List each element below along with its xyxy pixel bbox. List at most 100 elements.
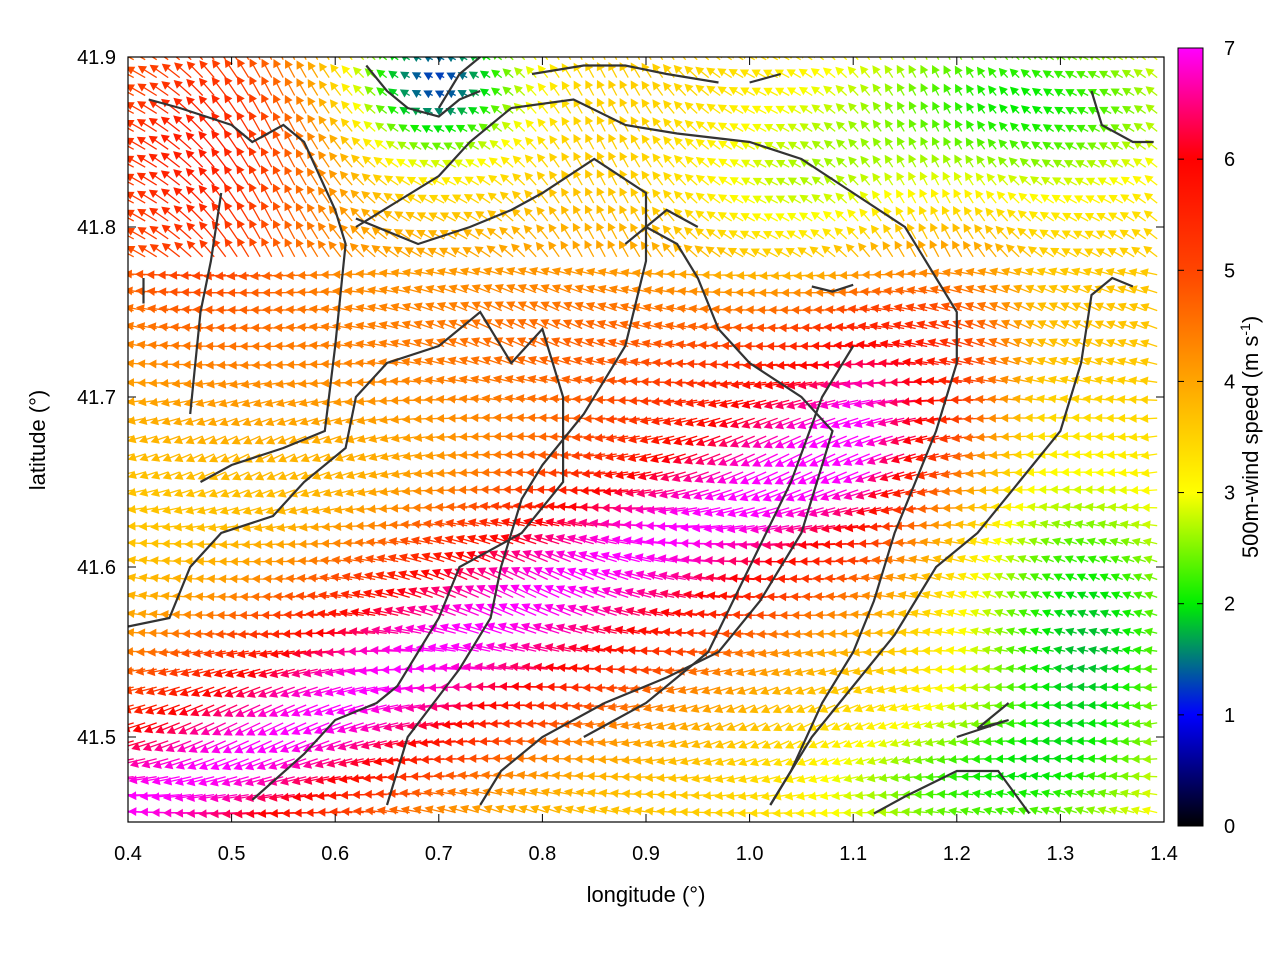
colorbar-label: 500m-wind speed (m s-1) <box>1237 316 1263 558</box>
wind-arrow <box>752 399 778 410</box>
wind-arrow <box>976 301 997 312</box>
wind-arrow <box>878 773 893 783</box>
wind-arrow <box>624 488 652 497</box>
wind-arrow <box>1052 718 1066 728</box>
wind-arrow <box>1084 230 1101 240</box>
wind-arrow <box>916 320 939 330</box>
wind-arrow <box>652 171 664 186</box>
wind-arrow <box>1139 376 1158 386</box>
wind-arrow <box>846 322 870 332</box>
wind-arrow <box>1000 57 1009 61</box>
wind-arrow <box>962 240 974 258</box>
wind-arrow <box>1024 267 1043 277</box>
wind-arrow <box>607 222 618 240</box>
wind-arrow <box>499 191 514 204</box>
wind-arrow <box>877 807 893 817</box>
wind-arrow <box>318 133 330 150</box>
wind-arrow <box>843 507 870 517</box>
wind-arrow <box>563 284 583 294</box>
wind-arrow <box>1013 319 1031 330</box>
wind-arrow <box>630 187 641 204</box>
wind-arrow <box>366 57 376 61</box>
wind-arrow <box>1052 664 1066 674</box>
wind-arrow <box>154 740 180 752</box>
wind-arrow <box>164 758 192 770</box>
wind-arrow <box>257 704 284 718</box>
wind-arrow <box>1063 789 1077 798</box>
wind-arrow <box>945 627 962 637</box>
wind-arrow <box>1012 375 1031 385</box>
wind-arrow <box>969 590 985 599</box>
wind-arrow <box>1097 520 1112 529</box>
wind-arrow <box>415 247 434 258</box>
wind-arrow <box>981 627 997 636</box>
wind-arrow <box>478 518 502 527</box>
wind-arrow <box>1082 375 1100 385</box>
wind-arrow <box>211 740 238 754</box>
wind-arrow <box>549 81 560 96</box>
wind-arrow <box>248 629 272 639</box>
wind-arrow <box>877 721 893 730</box>
x-tick-label: 0.8 <box>528 843 556 865</box>
wind-arrow <box>977 102 986 114</box>
wind-arrow <box>777 57 790 61</box>
wind-arrow <box>532 603 560 617</box>
wind-arrow <box>334 453 353 462</box>
wind-arrow <box>174 241 192 258</box>
wind-arrow <box>459 301 479 312</box>
wind-arrow <box>593 451 617 461</box>
wind-arrow <box>1051 194 1066 204</box>
wind-arrow <box>476 175 491 186</box>
wind-arrow <box>534 517 560 527</box>
wind-arrow <box>750 248 767 258</box>
wind-arrow <box>728 212 744 222</box>
y-tick-label: 41.8 <box>77 217 116 239</box>
wind-arrow <box>533 566 560 581</box>
wind-arrow <box>822 228 836 240</box>
wind-arrow <box>884 137 894 150</box>
wind-arrow <box>1041 736 1054 746</box>
wind-arrow <box>464 176 480 186</box>
wind-arrow <box>759 667 778 677</box>
wind-arrow <box>485 662 514 672</box>
wind-arrow <box>787 123 802 132</box>
wind-arrow <box>268 704 295 718</box>
wind-arrow <box>1065 124 1078 133</box>
wind-arrow <box>488 550 514 563</box>
contour-line <box>531 64 719 84</box>
wind-arrow <box>1061 502 1077 512</box>
wind-arrow <box>1097 806 1112 815</box>
wind-arrow <box>966 102 975 114</box>
wind-arrow <box>317 204 330 222</box>
wind-arrow <box>459 267 479 276</box>
wind-arrow <box>661 435 686 445</box>
wind-arrow <box>920 64 929 78</box>
wind-arrow <box>648 607 675 617</box>
wind-arrow <box>411 72 422 81</box>
wind-arrow <box>651 397 675 407</box>
wind-arrow <box>307 114 319 132</box>
wind-arrow <box>691 757 709 766</box>
wind-arrow <box>717 229 733 240</box>
wind-arrow <box>943 154 951 168</box>
wind-arrow <box>234 57 238 61</box>
wind-arrow <box>463 211 480 222</box>
wind-arrow <box>328 169 342 186</box>
wind-arrow <box>764 380 790 390</box>
wind-arrow <box>763 105 779 114</box>
wind-arrow <box>608 133 618 150</box>
wind-arrow <box>774 471 801 485</box>
wind-arrow <box>1119 211 1135 222</box>
wind-arrow <box>1121 646 1135 655</box>
wind-arrow <box>964 302 985 312</box>
wind-arrow <box>695 138 710 150</box>
contour-line <box>365 64 481 118</box>
wind-arrow <box>186 96 204 114</box>
wind-arrow <box>589 568 617 581</box>
wind-arrow <box>854 790 870 800</box>
wind-arrow <box>747 667 767 677</box>
wind-arrow <box>1041 609 1054 618</box>
wind-arrow <box>266 453 284 463</box>
wind-arrow <box>1029 700 1043 710</box>
wind-arrow <box>738 757 755 767</box>
